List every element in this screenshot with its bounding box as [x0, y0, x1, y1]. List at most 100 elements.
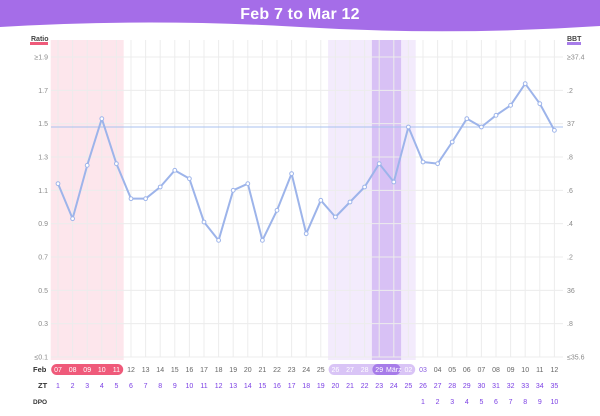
day-label: 18: [215, 367, 223, 374]
data-point[interactable]: [376, 161, 382, 167]
zt-value: 23: [375, 383, 383, 390]
dpo-value: 5: [479, 399, 483, 406]
data-point[interactable]: [143, 196, 149, 202]
ratio-axis-marker: [30, 42, 48, 45]
data-point[interactable]: [230, 187, 236, 193]
dpo-value: 2: [436, 399, 440, 406]
zt-value: 18: [302, 383, 310, 390]
data-point[interactable]: [537, 101, 543, 107]
left-tick-label: 0.3: [38, 321, 48, 328]
day-label: 11: [536, 367, 543, 374]
data-point[interactable]: [201, 219, 207, 225]
data-point[interactable]: [552, 127, 557, 133]
zt-value: 29: [463, 383, 471, 390]
data-point[interactable]: [522, 81, 528, 87]
data-point[interactable]: [362, 184, 368, 190]
data-point[interactable]: [303, 231, 309, 237]
data-point[interactable]: [245, 181, 251, 187]
peak-day-pill: [372, 364, 401, 375]
dpo-value: 4: [465, 399, 469, 406]
data-point[interactable]: [493, 112, 499, 118]
day-label: 08: [69, 367, 77, 374]
zt-value: 16: [273, 383, 281, 390]
data-point[interactable]: [157, 184, 163, 190]
right-tick-label: 36: [567, 288, 575, 295]
right-tick-label: .8: [567, 155, 573, 162]
day-label: 16: [186, 367, 194, 374]
data-point[interactable]: [70, 216, 75, 222]
data-point[interactable]: [172, 167, 178, 173]
data-point[interactable]: [406, 124, 411, 130]
zt-value: 17: [288, 383, 296, 390]
day-label: 07: [54, 367, 62, 374]
data-point[interactable]: [449, 139, 455, 145]
data-point[interactable]: [318, 197, 324, 203]
day-label: 23: [288, 367, 296, 374]
zt-value: 4: [100, 383, 104, 390]
zt-value: 33: [521, 383, 529, 390]
zt-value: 8: [158, 383, 162, 390]
data-point[interactable]: [347, 199, 353, 205]
left-tick-label: ≥1.9: [34, 55, 48, 62]
left-axis-name: Ratio: [31, 36, 49, 43]
zt-value: 7: [144, 383, 148, 390]
data-point[interactable]: [464, 116, 470, 122]
data-point[interactable]: [260, 237, 265, 243]
peak-band: [371, 40, 402, 360]
dpo-value: 10: [551, 399, 559, 406]
data-point[interactable]: [216, 237, 222, 243]
data-point[interactable]: [289, 171, 295, 177]
day-label: 20: [244, 367, 252, 374]
day-label: März: [386, 367, 402, 374]
left-tick-label: 0.9: [38, 221, 48, 228]
data-point[interactable]: [55, 181, 61, 187]
data-point[interactable]: [128, 196, 134, 202]
zt-value: 15: [259, 383, 267, 390]
data-point[interactable]: [274, 207, 280, 213]
day-label: 14: [156, 367, 164, 374]
data-point[interactable]: [508, 102, 514, 108]
zt-value: 32: [507, 383, 515, 390]
zt-value: 10: [186, 383, 194, 390]
zt-value: 34: [536, 383, 544, 390]
period-day-pill: [51, 364, 124, 375]
left-tick-label: 1.5: [38, 121, 48, 128]
zt-value: 14: [244, 383, 252, 390]
data-point[interactable]: [84, 162, 90, 168]
zt-value: 12: [215, 383, 223, 390]
chart-header: Feb 7 to Mar 12: [0, 0, 600, 32]
data-point[interactable]: [114, 161, 119, 167]
day-label: 24: [302, 367, 310, 374]
right-tick-label: .2: [567, 88, 573, 95]
left-tick-label: 1.1: [38, 188, 48, 195]
day-label: 15: [171, 367, 179, 374]
zt-value: 9: [173, 383, 177, 390]
right-tick-label: .4: [567, 221, 573, 228]
day-label: 25: [317, 367, 325, 374]
day-label: 10: [98, 367, 106, 374]
cycle-chart[interactable]: ≥1.9 1.7 1.5 1.3 1.1 0.9 0.7 0.5 0.3 ≤0.1 ≥37.4 .2…: [0, 32, 600, 416]
data-point[interactable]: [99, 116, 105, 122]
zt-value: 31: [492, 383, 500, 390]
date-range-title: Feb 7 to Mar 12: [240, 6, 360, 23]
right-axis-name: BBT: [567, 36, 582, 43]
day-label: 13: [142, 367, 150, 374]
data-point[interactable]: [420, 159, 426, 165]
right-tick-label: ≤35.6: [567, 355, 585, 362]
day-label: 27: [346, 367, 354, 374]
day-label: 22: [273, 367, 281, 374]
data-point[interactable]: [333, 214, 338, 220]
data-point[interactable]: [187, 176, 192, 182]
ratio-data-points: [55, 81, 557, 243]
right-tick-label: .8: [567, 321, 573, 328]
zt-value: 5: [114, 383, 118, 390]
data-point[interactable]: [479, 124, 484, 130]
data-point[interactable]: [435, 161, 441, 167]
zt-value: 24: [390, 383, 398, 390]
day-label: 17: [200, 367, 208, 374]
header-wave-banner: [0, 0, 600, 32]
day-label: 12: [127, 367, 135, 374]
day-label: 04: [434, 367, 442, 374]
data-point[interactable]: [391, 179, 397, 185]
left-axis-ticks: ≥1.9 1.7 1.5 1.3 1.1 0.9 0.7 0.5 0.3 ≤0.1: [34, 55, 48, 362]
